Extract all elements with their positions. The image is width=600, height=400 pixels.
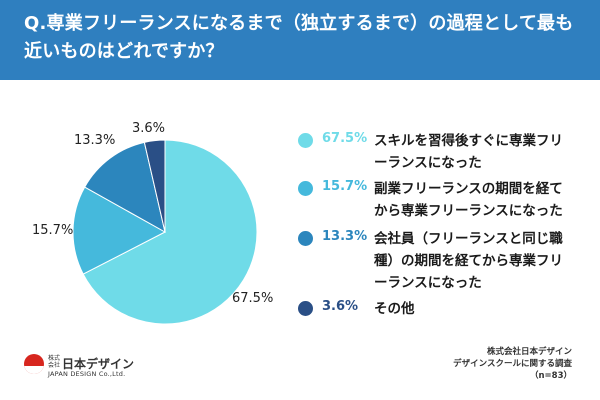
header-banner: Q.専業フリーランスになるまで（独立するまで）の過程として最も近いものはどれです… <box>0 0 600 80</box>
pie-slice-1 <box>82 139 258 325</box>
company-logo: 株式会社 日本デザイン JAPAN DESIGN Co.,Ltd. <box>24 352 144 382</box>
slice-label-3: 13.3% <box>74 133 116 148</box>
page-title: Q.専業フリーランスになるまで（独立するまで）の過程として最も近いものはどれです… <box>24 13 574 62</box>
slice-label-2: 15.7% <box>32 223 74 238</box>
legend-text: スキルを習得後すぐに専業フリーランスになった <box>374 133 563 171</box>
pie-slice-4 <box>143 139 166 233</box>
source-line: （n=83） <box>529 371 572 381</box>
logo-sun-icon <box>24 354 44 374</box>
pie-slice-3 <box>84 141 166 233</box>
legend-text: その他 <box>374 301 415 317</box>
slice-label-1: 67.5% <box>232 291 274 306</box>
legend-text: 副業フリーランスの期間を経てから専業フリーランスになった <box>374 181 563 219</box>
legend-percent: 15.7% <box>322 179 368 194</box>
slice-label-4: 3.6% <box>132 121 166 136</box>
logo-main-text: 日本デザイン <box>62 357 135 371</box>
legend-swatch <box>298 301 313 316</box>
legend-swatch <box>298 133 313 148</box>
legend-swatch <box>298 181 313 196</box>
legend-percent: 67.5% <box>322 131 368 146</box>
pie-slice-2 <box>72 186 167 275</box>
legend-swatch <box>298 231 313 246</box>
source-line: 株式会社日本デザイン <box>486 347 572 357</box>
logo-sub-text: JAPAN DESIGN Co.,Ltd. <box>48 370 126 378</box>
source-note: 株式会社日本デザイン デザインスクールに関する調査 （n=83） <box>453 346 572 382</box>
logo-small-text: 株式会社 <box>48 355 61 369</box>
legend-text: 会社員（フリーランスと同じ職種）の期間を経てから専業フリーランスになった <box>374 231 563 291</box>
legend-percent: 3.6% <box>322 299 359 314</box>
source-line: デザインスクールに関する調査 <box>453 359 572 369</box>
legend-percent: 13.3% <box>322 229 368 244</box>
